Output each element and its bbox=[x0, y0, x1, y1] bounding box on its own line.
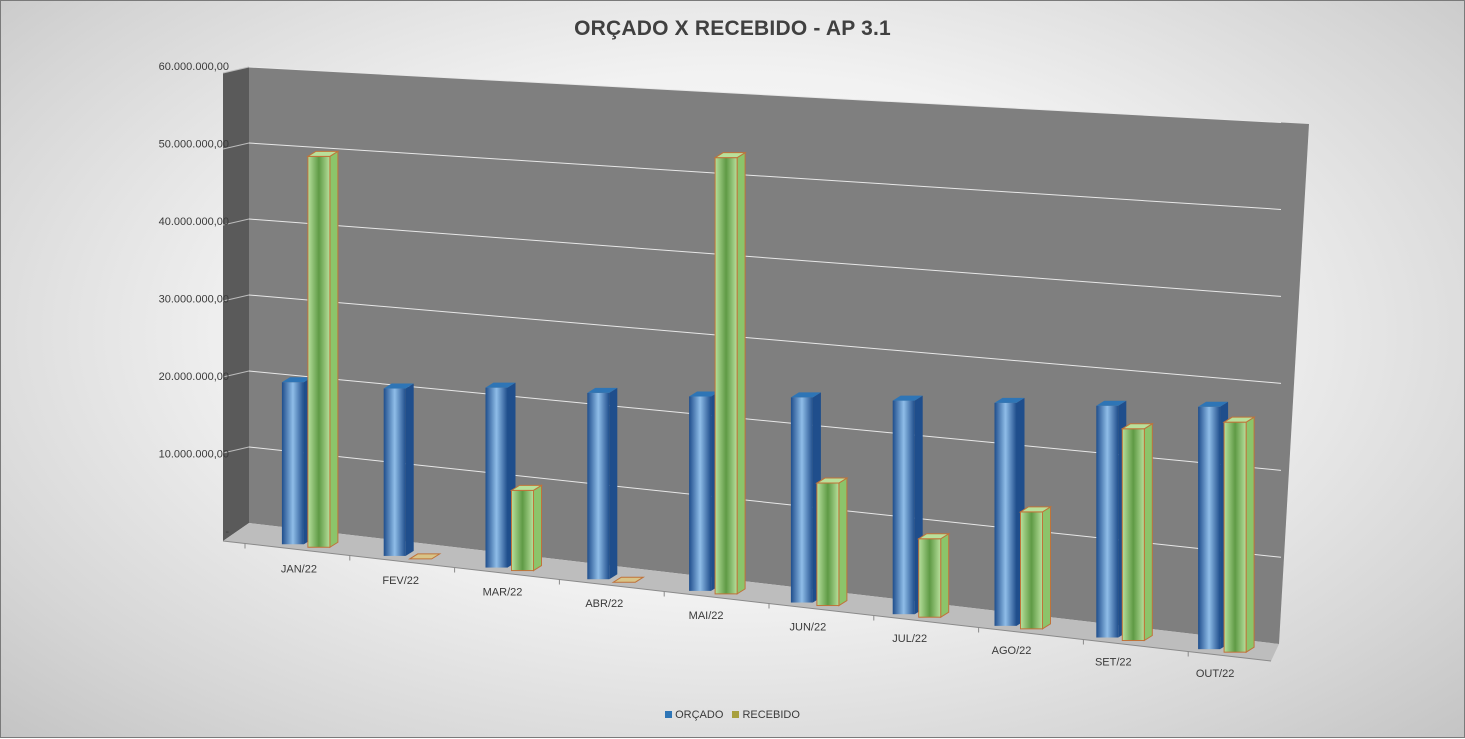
bar-orcado bbox=[587, 387, 618, 580]
legend-swatch-recebido bbox=[732, 711, 740, 718]
bar-recebido bbox=[1222, 416, 1256, 654]
side-gridline bbox=[222, 66, 250, 74]
chart-title: ORÇADO X RECEBIDO - AP 3.1 bbox=[574, 17, 891, 40]
bar-recebido bbox=[1018, 505, 1053, 630]
bar-recebido bbox=[306, 150, 340, 549]
side-gridline bbox=[222, 370, 250, 378]
bar-recebido bbox=[509, 484, 544, 572]
legend-label-recebido: RECEBIDO bbox=[742, 709, 800, 721]
gridline bbox=[248, 294, 1282, 384]
y-tick-label: - bbox=[225, 526, 229, 538]
gridline bbox=[248, 66, 1282, 123]
side-gridline bbox=[222, 218, 250, 226]
legend-item-orcado: ORÇADO bbox=[665, 709, 723, 721]
x-axis-ticks: JAN/22 FEV/22 MAR/22 ABR/22 MAI/22 JUN/22 JUL/… bbox=[244, 543, 1235, 680]
legend-item-recebido: RECEBIDO bbox=[732, 709, 800, 721]
x-tick-label: JUN/22 bbox=[790, 622, 827, 634]
x-tick-label: MAR/22 bbox=[483, 587, 523, 599]
x-tick-label: JUL/22 bbox=[892, 633, 927, 645]
x-tick-label: JAN/22 bbox=[281, 563, 317, 575]
side-wall bbox=[223, 67, 249, 541]
bar-recebido bbox=[407, 553, 442, 560]
bar-recebido bbox=[713, 151, 747, 595]
side-gridline bbox=[222, 142, 250, 150]
bar-orcado bbox=[485, 382, 516, 568]
x-tick-label: FEV/22 bbox=[382, 575, 419, 587]
y-tick-label: 40.000.000,00 bbox=[159, 216, 229, 228]
side-gridline bbox=[222, 294, 250, 302]
x-tick-label: OUT/22 bbox=[1196, 668, 1235, 680]
x-tick-label: MAI/22 bbox=[689, 610, 724, 622]
bar-orcado bbox=[383, 383, 414, 556]
y-tick-label: 60.000.000,00 bbox=[159, 61, 229, 73]
y-axis-ticks: - 10.000.000,00 20.000.000,00 30.000.000,00… bbox=[159, 61, 230, 538]
y-tick-label: 50.000.000,00 bbox=[159, 139, 229, 151]
side-gridline bbox=[222, 446, 250, 454]
legend-swatch-orcado bbox=[665, 711, 673, 718]
x-tick-label: ABR/22 bbox=[585, 598, 623, 610]
y-tick-label: 20.000.000,00 bbox=[159, 371, 229, 383]
gridline bbox=[248, 218, 1282, 297]
y-tick-label: 30.000.000,00 bbox=[159, 294, 229, 306]
bar-recebido bbox=[916, 532, 951, 619]
bar-recebido bbox=[1120, 422, 1155, 642]
floor-front-edge bbox=[222, 540, 1272, 662]
legend-label-orcado: ORÇADO bbox=[675, 709, 724, 721]
x-tick-label: AGO/22 bbox=[992, 645, 1032, 657]
y-tick-label: 10.000.000,00 bbox=[159, 449, 229, 461]
x-tick-label: SET/22 bbox=[1095, 657, 1132, 669]
bars bbox=[281, 150, 1256, 654]
bar-recebido bbox=[815, 477, 849, 607]
gridline bbox=[248, 142, 1282, 210]
legend: ORÇADO RECEBIDO bbox=[1, 709, 1464, 721]
bar-recebido bbox=[611, 576, 646, 583]
